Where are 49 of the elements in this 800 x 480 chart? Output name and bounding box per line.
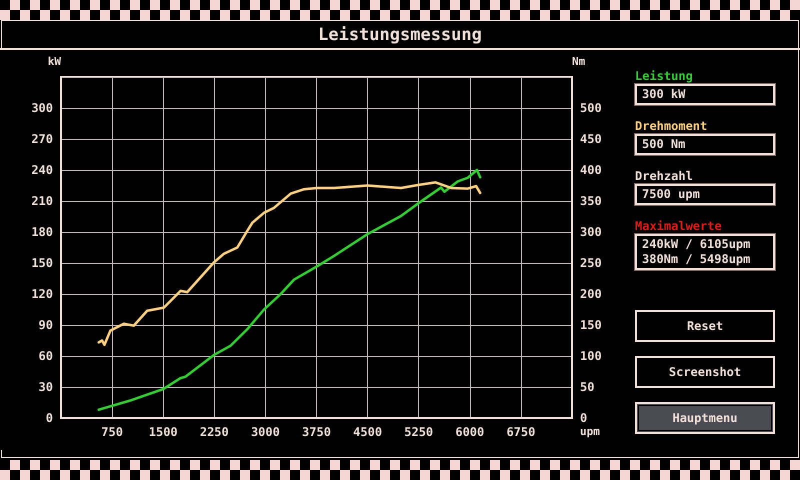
y2-tick-label: 100 bbox=[580, 349, 602, 363]
y2-tick-label: 250 bbox=[580, 256, 602, 270]
x-tick-label: 5250 bbox=[404, 425, 434, 439]
y-tick-label: 240 bbox=[31, 163, 53, 177]
y2-tick-label: 150 bbox=[580, 318, 602, 332]
chart-title: Leistungsmessung bbox=[0, 22, 800, 50]
y2-tick-label: 350 bbox=[580, 194, 602, 208]
y2-axis-title: Nm bbox=[572, 55, 586, 68]
y-tick-label: 30 bbox=[38, 380, 53, 394]
x-tick-label: 3000 bbox=[250, 425, 280, 439]
y-tick-label: 300 bbox=[31, 101, 53, 115]
x-tick-label: 750 bbox=[101, 425, 123, 439]
y2-tick-label: 200 bbox=[580, 287, 602, 301]
text: 7500 upm bbox=[635, 184, 775, 205]
y-tick-label: 90 bbox=[38, 318, 53, 332]
text: 240kW / 6105upm bbox=[642, 237, 752, 252]
text: 380Nm / 5498upm bbox=[642, 252, 752, 267]
text: Leistung bbox=[635, 68, 694, 84]
y-tick-label: 270 bbox=[31, 132, 53, 146]
text: 500 Nm bbox=[635, 134, 775, 155]
y2-tick-label: 450 bbox=[580, 132, 602, 146]
x-tick-label: 1500 bbox=[148, 425, 178, 439]
y-tick-label: 0 bbox=[46, 411, 53, 425]
y2-tick-label: 300 bbox=[580, 225, 602, 239]
text: Drehzahl bbox=[635, 168, 694, 184]
text: Hauptmenu bbox=[635, 402, 775, 434]
x-tick-label: 2250 bbox=[200, 425, 229, 439]
line-series bbox=[97, 168, 482, 411]
y2-tick-label: 0 bbox=[580, 411, 588, 425]
text: Screenshot bbox=[635, 356, 775, 388]
y-tick-label: 180 bbox=[31, 225, 53, 239]
x-tick-label: 4500 bbox=[353, 425, 382, 439]
y-tick-label: 120 bbox=[31, 287, 53, 301]
text: 300 kW bbox=[635, 84, 775, 105]
y-axis-title: kW bbox=[48, 55, 62, 68]
y2-tick-label: 50 bbox=[580, 380, 594, 394]
text: Reset bbox=[635, 310, 775, 342]
x-axis-title: upm bbox=[580, 425, 600, 438]
y2-tick-label: 400 bbox=[580, 163, 602, 177]
y-tick-label: 60 bbox=[38, 349, 53, 363]
y-tick-label: 210 bbox=[31, 194, 53, 208]
x-tick-label: 6750 bbox=[506, 425, 536, 439]
line-series bbox=[97, 181, 482, 346]
x-tick-label: 6000 bbox=[455, 425, 484, 439]
text: Maximalwerte bbox=[635, 218, 723, 234]
y-tick-label: 150 bbox=[31, 256, 53, 270]
x-tick-label: 3750 bbox=[302, 425, 331, 439]
y2-tick-label: 500 bbox=[580, 101, 602, 115]
text: Drehmoment bbox=[635, 118, 708, 134]
